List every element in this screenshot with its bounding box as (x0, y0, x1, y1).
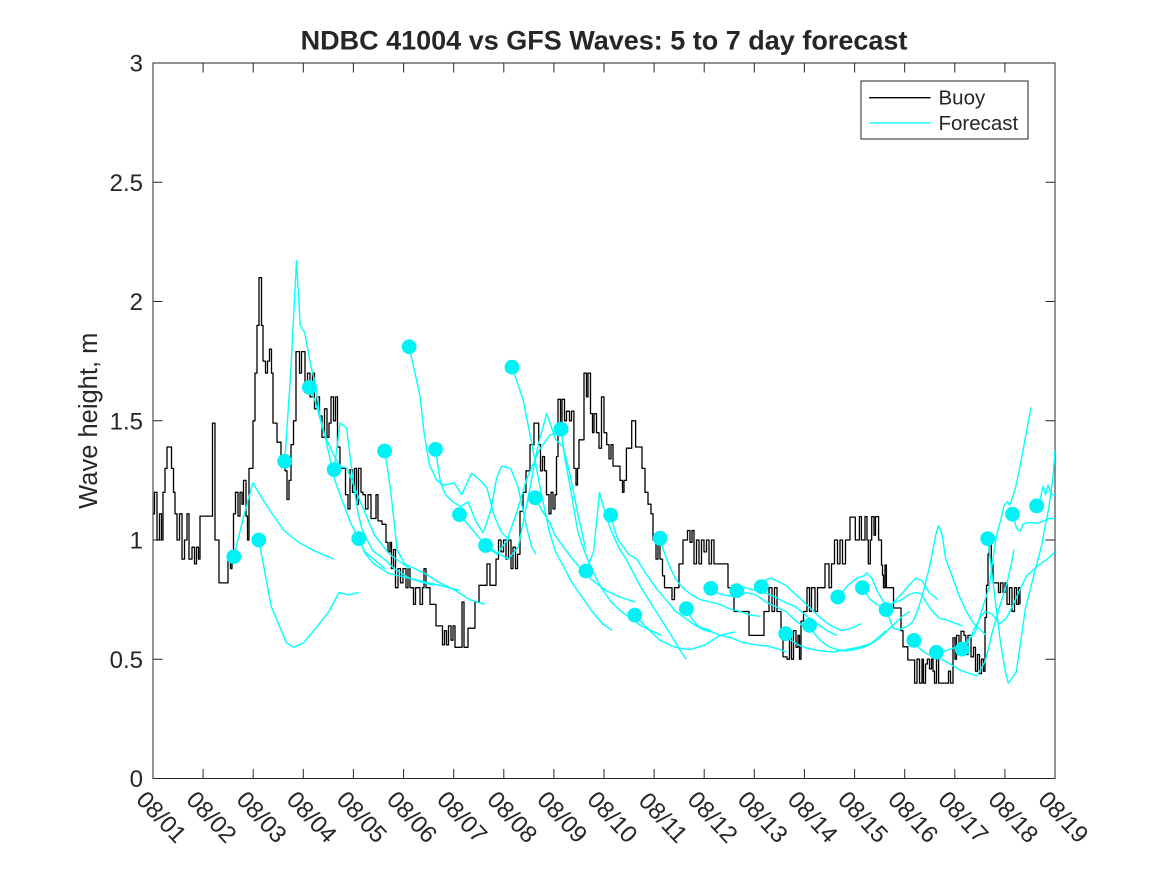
svg-text:0: 0 (130, 766, 143, 793)
svg-text:3: 3 (130, 51, 143, 78)
svg-text:Wave height, m: Wave height, m (75, 333, 103, 509)
svg-text:1: 1 (130, 528, 143, 555)
svg-text:Buoy: Buoy (939, 87, 986, 110)
svg-text:NDBC 41004 vs GFS Waves: 5 to: NDBC 41004 vs GFS Waves: 5 to 7 day fore… (301, 26, 908, 56)
svg-text:2: 2 (130, 289, 143, 316)
svg-text:Forecast: Forecast (939, 112, 1019, 135)
svg-text:2.5: 2.5 (110, 170, 143, 197)
svg-text:1.5: 1.5 (110, 408, 143, 435)
svg-text:0.5: 0.5 (110, 647, 143, 674)
